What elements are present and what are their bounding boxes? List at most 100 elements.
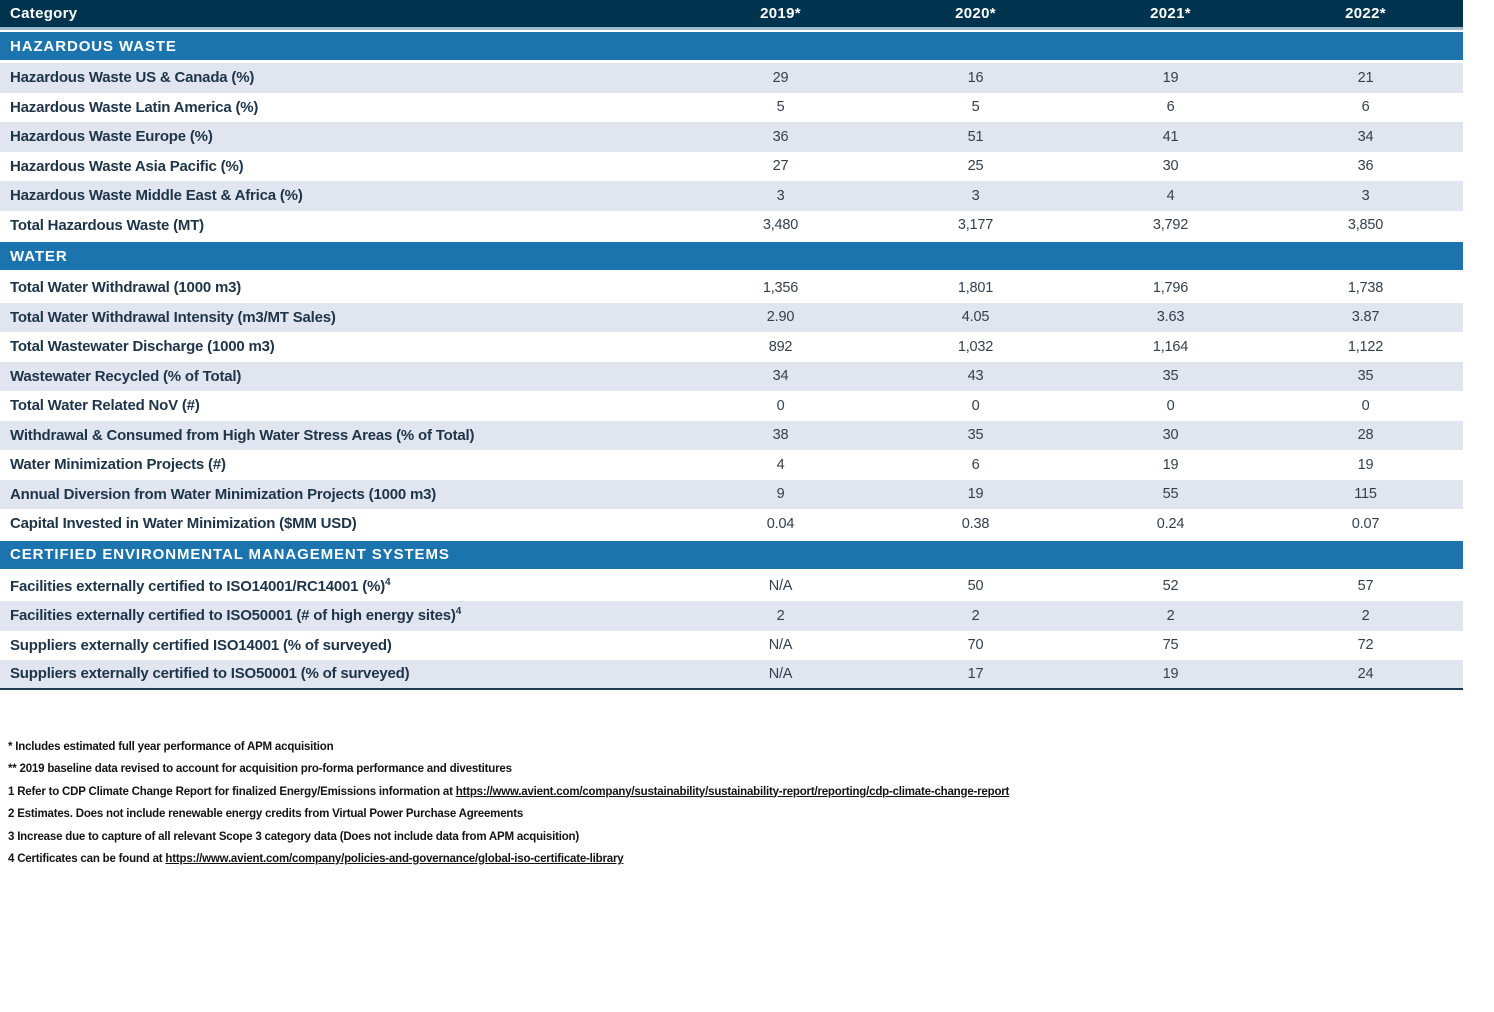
row-value-cell: 892 [683, 332, 878, 362]
table-row: Total Hazardous Waste (MT) 3,480 3,177 3,79… [0, 210, 1463, 241]
row-value: 34 [1357, 128, 1374, 145]
row-value-cell: 50 [878, 572, 1073, 602]
row-value: 57 [1357, 578, 1374, 595]
row-value: 29 [772, 69, 789, 86]
row-value: 3,480 [762, 217, 799, 234]
row-value: 28 [1357, 427, 1374, 444]
row-value-cell: 4 [683, 450, 878, 480]
row-value: 1,032 [957, 338, 994, 355]
section-header: CERTIFIED ENVIRONMENTAL MANAGEMENT SYSTE… [0, 540, 1463, 569]
row-label: Suppliers externally certified ISO14001 … [10, 636, 392, 654]
row-value: 38 [772, 427, 789, 444]
row-value-cell: 6 [1268, 93, 1463, 123]
footnote-line: 3 Increase due to capture of all relevan… [8, 826, 1494, 849]
table-row: Hazardous Waste Asia Pacific (%) 27 25 30 36 [0, 151, 1463, 182]
row-value-cell: 1,356 [683, 273, 878, 303]
row-value: 2 [1166, 607, 1175, 624]
row-value-cell: N/A [683, 572, 878, 602]
row-value: 9 [776, 486, 785, 503]
table-row: Suppliers externally certified to ISO500… [0, 660, 1463, 690]
row-value-cell: 0.07 [1268, 509, 1463, 539]
row-value: 4 [776, 456, 785, 473]
footnote-line: 4 Certificates can be found at https://w… [8, 848, 1494, 871]
row-value: 6 [971, 456, 980, 473]
row-value: 1,738 [1347, 279, 1384, 296]
row-label-cell: Total Water Related NoV (#) [0, 391, 683, 421]
row-label: Total Hazardous Waste (MT) [10, 216, 204, 234]
row-label-cell: Withdrawal & Consumed from High Water St… [0, 421, 683, 451]
row-label: Annual Diversion from Water Minimization… [10, 485, 437, 503]
row-value-cell: 0 [683, 391, 878, 421]
row-value-cell: 0.38 [878, 509, 1073, 539]
row-value: 3,850 [1347, 217, 1384, 234]
footnotes: * Includes estimated full year performan… [0, 736, 1494, 871]
footnote-marker: 4 [455, 606, 462, 618]
row-value: 2 [971, 607, 980, 624]
row-value: 5 [971, 99, 980, 116]
table-row: Total Wastewater Discharge (1000 m3) 892 1… [0, 332, 1463, 362]
footnote-text: 3 Increase due to capture of all relevan… [8, 830, 580, 843]
row-value: 892 [768, 338, 793, 355]
row-label-cell: Hazardous Waste Europe (%) [0, 122, 683, 152]
footnote-link[interactable]: https://www.avient.com/company/policies-… [165, 853, 624, 865]
row-value: 55 [1162, 486, 1179, 503]
row-value-cell: 3,850 [1268, 211, 1463, 241]
row-value-cell: 2.90 [683, 303, 878, 333]
table-row: Annual Diversion from Water Minimization… [0, 479, 1463, 510]
row-value-cell: 52 [1073, 572, 1268, 602]
column-header-year: 2019* [760, 5, 801, 22]
row-value: N/A [768, 637, 793, 654]
row-value-cell: 5 [878, 93, 1073, 123]
row-value: 19 [1162, 456, 1179, 473]
table-row: Water Minimization Projects (#) 4 6 19 19 [0, 450, 1463, 480]
table-row: Hazardous Waste US & Canada (%) 29 16 19 21 [0, 63, 1463, 93]
table-row: Capital Invested in Water Minimization (… [0, 509, 1463, 539]
row-value-cell: 2 [1073, 601, 1268, 631]
row-value: 35 [1357, 368, 1374, 385]
row-value: 27 [772, 158, 789, 175]
row-value-cell: 19 [1073, 660, 1268, 688]
row-value: 1,796 [1152, 279, 1189, 296]
row-value: 21 [1357, 69, 1374, 86]
row-value: 0 [1361, 397, 1370, 414]
row-value-cell: 0.04 [683, 509, 878, 539]
row-value: 51 [967, 128, 984, 145]
row-value: 52 [1162, 578, 1179, 595]
row-label: Facilities externally certified to ISO14… [10, 576, 391, 595]
row-value-cell: 24 [1268, 660, 1463, 688]
footnote-link[interactable]: https://www.avient.com/company/sustainab… [455, 785, 1010, 798]
row-value: 50 [967, 578, 984, 595]
row-label: Hazardous Waste US & Canada (%) [10, 69, 255, 87]
row-label-cell: Wastewater Recycled (% of Total) [0, 362, 683, 392]
row-value-cell: 2 [878, 601, 1073, 631]
table-row: Hazardous Waste Europe (%) 36 51 41 34 [0, 122, 1463, 152]
table-row: Hazardous Waste Latin America (%) 5 5 6 6 [0, 92, 1463, 123]
row-value: 0 [1166, 397, 1175, 414]
row-value-cell: 36 [1268, 152, 1463, 182]
row-value-cell: 51 [878, 122, 1073, 152]
row-value: 30 [1162, 427, 1179, 444]
row-value: N/A [768, 578, 793, 595]
row-value: 0.38 [961, 515, 990, 532]
row-value-cell: 115 [1268, 480, 1463, 510]
footnote-marker: 4 [385, 576, 391, 588]
row-value-cell: 35 [1073, 362, 1268, 392]
row-value: 5 [776, 99, 785, 116]
row-value: 2 [776, 607, 785, 624]
row-value: 3.87 [1351, 309, 1380, 326]
row-label: Suppliers externally certified to ISO500… [10, 665, 410, 683]
row-value-cell: 5 [683, 93, 878, 123]
row-value: 3,792 [1152, 217, 1189, 234]
row-value: 0.24 [1156, 515, 1185, 532]
row-label: Total Water Withdrawal (1000 m3) [10, 279, 242, 297]
row-value-cell: 25 [878, 152, 1073, 182]
row-value: 70 [967, 637, 984, 654]
row-value-cell: 3.63 [1073, 303, 1268, 333]
row-value-cell: 2 [1268, 601, 1463, 631]
table-row: Total Water Related NoV (#) 0 0 0 0 [0, 391, 1463, 421]
row-value-cell: 19 [1268, 450, 1463, 480]
table-row: Suppliers externally certified ISO14001 … [0, 630, 1463, 660]
table-row: Total Water Withdrawal Intensity (m3/MT … [0, 302, 1463, 333]
section-header: WATER [0, 242, 1463, 270]
row-value-cell: 28 [1268, 421, 1463, 451]
